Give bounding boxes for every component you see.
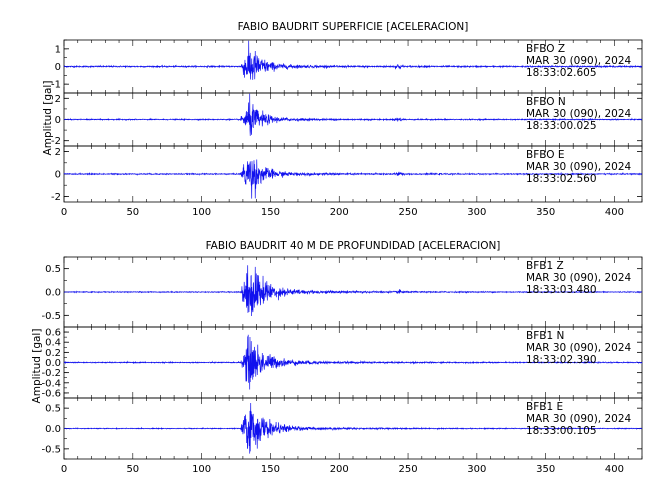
station-date: MAR 30 (090), 2024 [526,55,632,67]
station-label: BFBO N [526,96,566,108]
y-tick-label: 1 [55,44,61,55]
x-tick-label: 150 [261,207,280,218]
surface-panel: FABIO BAUDRIT SUPERFICIE [ACELERACION] A… [42,21,643,218]
station-date: MAR 30 (090), 2024 [526,108,632,120]
station-label: BFB1 Z [526,260,564,272]
depth-panel-ylabel: Amplitud [gal] [31,329,43,404]
waveform-line [63,265,643,317]
y-tick-label: -2 [51,192,61,203]
x-tick-label: 100 [192,464,211,475]
surface-panel-ylabel: Amplitud [gal] [42,81,54,156]
y-tick-label: 0 [55,170,61,181]
station-label: BFB1 N [526,330,564,342]
x-tick-label: 0 [61,207,67,218]
station-date: MAR 30 (090), 2024 [526,272,632,284]
x-tick-label: 350 [536,207,555,218]
station-time: 18:33:02.560 [526,173,597,185]
y-tick-label: 0 [55,62,61,73]
y-tick-label: 2 [55,147,61,158]
depth-panel: FABIO BAUDRIT 40 M DE PROFUNDIDAD [ACELE… [31,240,643,475]
waveform-line [63,334,643,390]
station-label: BFBO Z [526,43,565,55]
x-tick-label: 100 [192,207,211,218]
x-tick-label: 400 [605,464,624,475]
x-tick-label: 50 [126,464,139,475]
x-tick-label: 150 [261,464,280,475]
station-time: 18:33:03.480 [526,284,597,296]
station-time: 18:33:02.390 [526,354,597,366]
y-tick-label: 0.0 [45,288,61,299]
x-tick-label: 350 [536,464,555,475]
x-tick-label: 250 [399,464,418,475]
y-tick-label: -0.4 [41,378,61,389]
y-tick-label: -0.2 [41,368,61,379]
y-tick-label: 0.5 [45,264,61,275]
y-tick-label: -0.6 [41,388,61,399]
y-tick-label: 0.5 [45,404,61,415]
waveform-line [63,159,643,199]
station-date: MAR 30 (090), 2024 [526,161,632,173]
y-tick-label: -2 [51,136,61,147]
x-tick-label: 0 [61,464,67,475]
x-tick-label: 400 [605,207,624,218]
y-tick-label: 0.0 [45,358,61,369]
x-tick-label: 200 [330,464,349,475]
surface-panel-title: FABIO BAUDRIT SUPERFICIE [ACELERACION] [238,21,469,33]
y-tick-label: -0.5 [41,311,61,322]
station-label: BFB1 E [526,401,563,413]
y-tick-label: -0.5 [41,444,61,455]
depth-panel-title: FABIO BAUDRIT 40 M DE PROFUNDIDAD [ACELE… [206,240,501,252]
y-tick-label: 0 [55,115,61,126]
x-tick-label: 300 [467,207,486,218]
y-tick-label: 2 [55,94,61,105]
waveform-line [63,403,643,454]
x-tick-label: 250 [399,207,418,218]
station-label: BFBO E [526,149,565,161]
station-time: 18:33:02.605 [526,67,597,79]
station-time: 18:33:00.025 [526,120,597,132]
x-tick-label: 200 [330,207,349,218]
station-time: 18:33:00.105 [526,425,597,437]
y-tick-label: 0.2 [45,348,61,359]
waveform-line [63,40,643,80]
y-tick-label: 0.0 [45,424,61,435]
x-tick-label: 300 [467,464,486,475]
station-date: MAR 30 (090), 2024 [526,413,632,425]
y-tick-label: 0.4 [45,338,61,349]
station-date: MAR 30 (090), 2024 [526,342,632,354]
y-tick-label: -1 [51,80,61,91]
x-tick-label: 50 [126,207,139,218]
waveform-line [63,93,643,136]
y-tick-label: 0.6 [45,328,61,339]
